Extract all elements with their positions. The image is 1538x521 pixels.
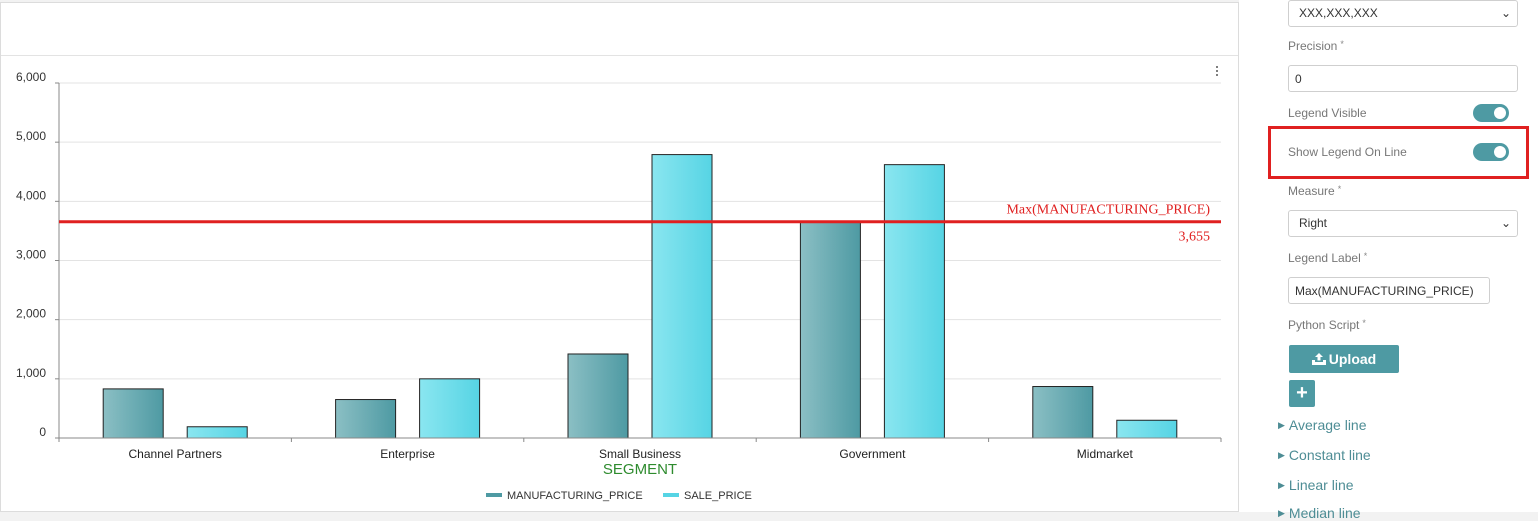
measure-select[interactable]: Right ⌄ [1288, 210, 1518, 237]
section-constant-line[interactable]: ▶ Constant line [1278, 447, 1371, 463]
legend-item-label: MANUFACTURING_PRICE [507, 490, 643, 502]
bar-manufacturing-price [567, 353, 629, 439]
y-tick-label: 3,000 [16, 248, 46, 262]
caret-right-icon: ▶ [1278, 508, 1285, 518]
show-legend-on-line-label: Show Legend On Line [1288, 145, 1407, 159]
legend-swatch [663, 493, 679, 497]
caret-right-icon: ▶ [1278, 450, 1285, 460]
reference-line-label: Max(MANUFACTURING_PRICE) [1006, 203, 1210, 218]
bar-sale-price [1116, 419, 1178, 439]
bar-sale-price [419, 378, 481, 439]
reference-line-value: 3,655 [1179, 230, 1211, 245]
x-tick-label: Small Business [599, 447, 681, 461]
more-options-icon[interactable] [1213, 65, 1221, 79]
legend-label-input[interactable] [1288, 277, 1490, 304]
y-tick-label: 1,000 [16, 366, 46, 380]
x-tick-label: Enterprise [380, 447, 435, 461]
x-tick-label: Channel Partners [129, 447, 222, 461]
bar-sale-price [883, 164, 945, 439]
precision-input[interactable] [1288, 65, 1518, 92]
caret-right-icon: ▶ [1278, 420, 1285, 430]
bar-manufacturing-price [1032, 386, 1094, 439]
y-tick-label: 0 [39, 425, 46, 439]
section-average-line[interactable]: ▶ Average line [1278, 417, 1367, 433]
bar-chart: 0 1,000 2,000 3,000 4,000 5,000 6,000 Channel … [16, 70, 1222, 502]
chevron-down-icon: ⌄ [1500, 216, 1511, 230]
bar-sale-price [186, 426, 248, 439]
chart-header [1, 3, 1238, 56]
format-select[interactable]: XXX,XXX,XXX ⌄ [1288, 0, 1518, 27]
legend-visible-label: Legend Visible [1288, 106, 1367, 120]
measure-select-value: Right [1299, 216, 1328, 230]
upload-button[interactable]: Upload [1289, 345, 1399, 373]
legend-label-label: Legend Label * [1288, 251, 1368, 265]
y-tick-label: 4,000 [16, 188, 46, 202]
chevron-down-icon: ⌄ [1500, 6, 1511, 20]
caret-right-icon: ▶ [1278, 480, 1285, 490]
add-script-button[interactable]: + [1289, 380, 1315, 407]
upload-button-label: Upload [1328, 351, 1377, 367]
precision-label: Precision * [1288, 39, 1344, 53]
x-tick-label: Midmarket [1077, 447, 1134, 461]
section-linear-line[interactable]: ▶ Linear line [1278, 477, 1354, 493]
section-median-line[interactable]: ▶ Median line [1278, 505, 1361, 521]
upload-icon [1311, 353, 1326, 365]
legend-swatch [486, 493, 502, 497]
bar-manufacturing-price [799, 221, 861, 439]
legend-item-label: SALE_PRICE [684, 490, 752, 502]
highlight-box [1268, 126, 1529, 179]
bar-sale-price [651, 154, 713, 439]
bar-manufacturing-price [335, 399, 397, 439]
measure-label: Measure * [1288, 184, 1342, 198]
settings-sidebar: XXX,XXX,XXX ⌄ Precision* Legend Visible … [1239, 0, 1538, 521]
python-script-label: Python Script * [1288, 318, 1366, 332]
x-axis-label: SEGMENT [603, 461, 677, 478]
y-tick-label: 2,000 [16, 307, 46, 321]
show-legend-on-line-toggle[interactable] [1473, 143, 1509, 161]
x-tick-label: Government [839, 447, 906, 461]
legend-visible-toggle[interactable] [1473, 104, 1509, 122]
bar-manufacturing-price [102, 388, 164, 439]
y-tick-label: 5,000 [16, 129, 46, 143]
y-tick-label: 6,000 [16, 70, 46, 84]
format-select-value: XXX,XXX,XXX [1299, 6, 1378, 20]
